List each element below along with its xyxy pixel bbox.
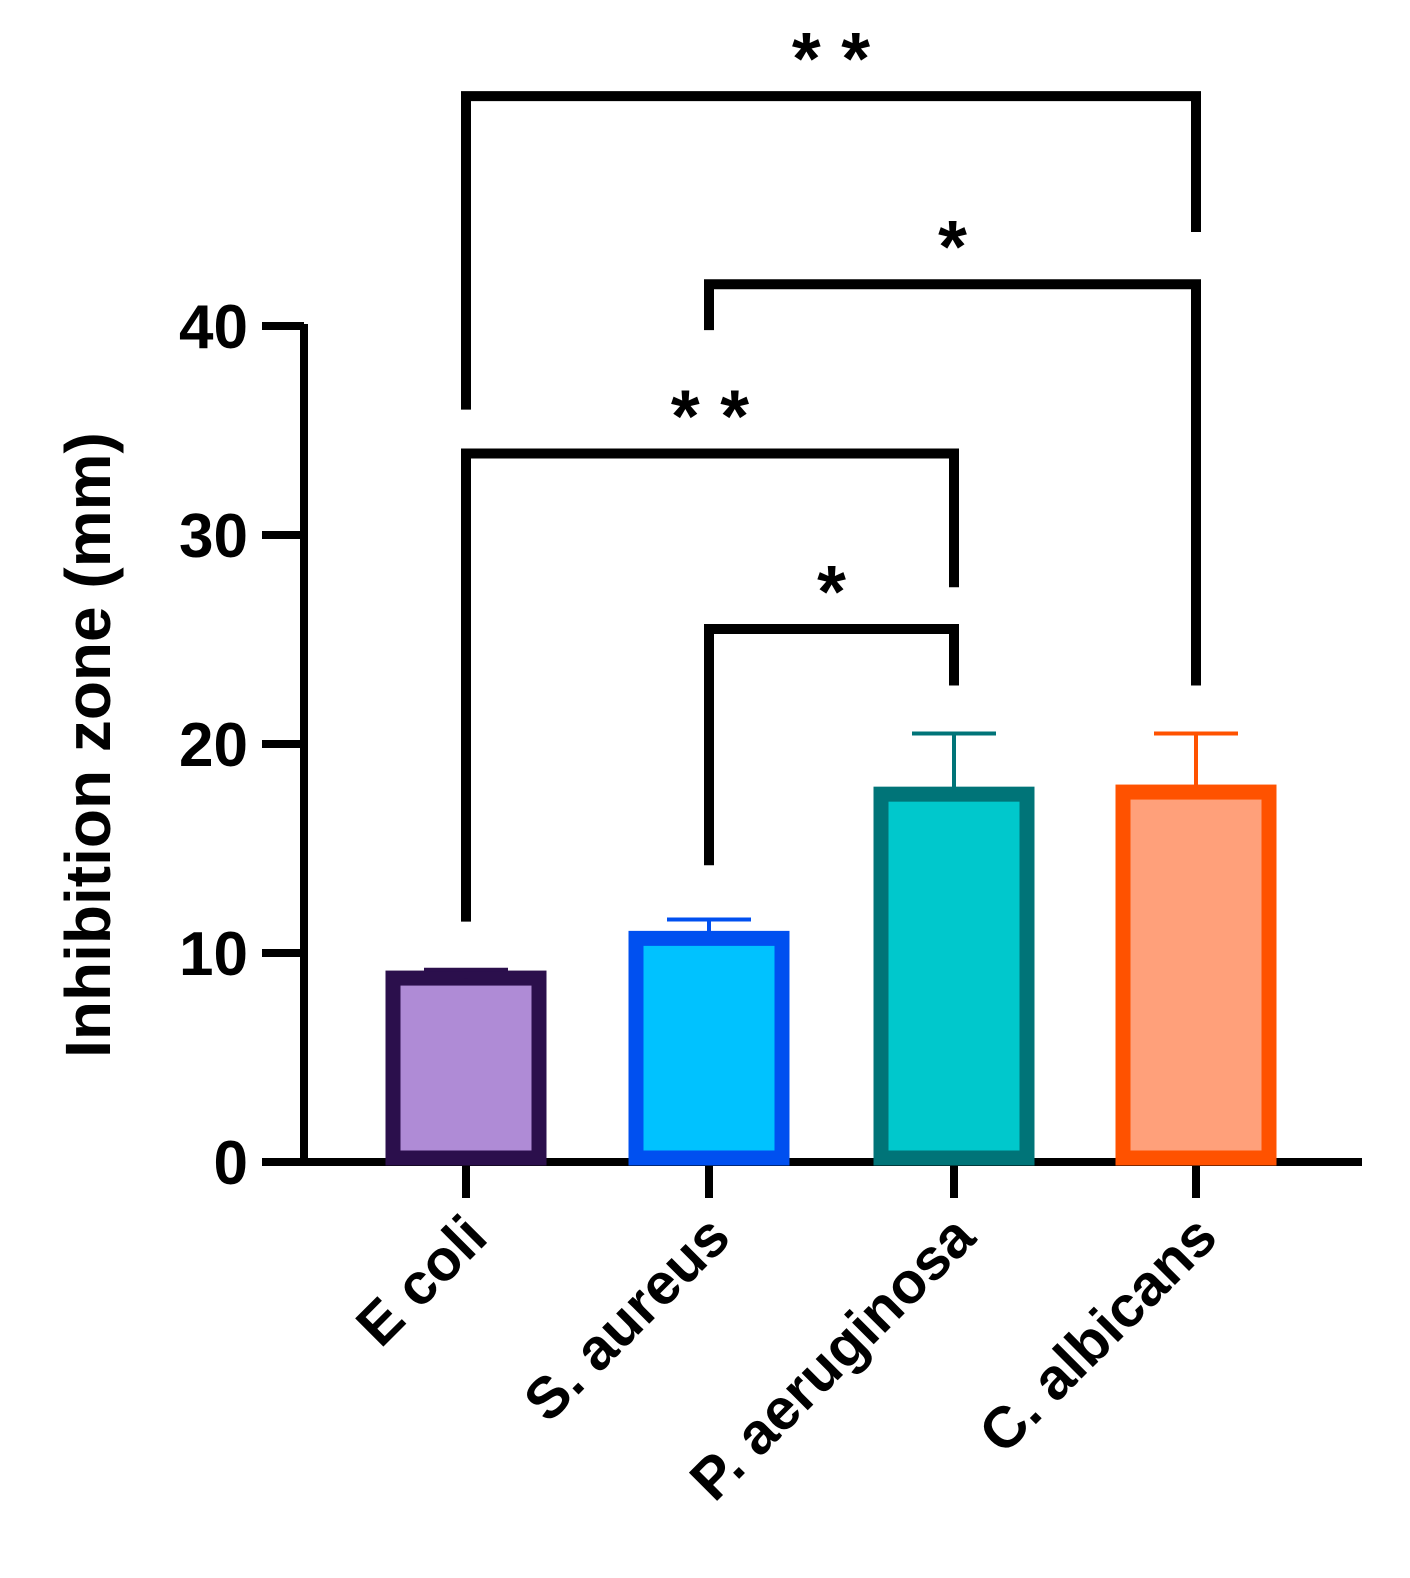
bar-1 [628, 930, 790, 1166]
bar-2 [873, 786, 1035, 1166]
y-tick-label-10: 10 [179, 920, 248, 989]
significance-bracket-0 [461, 91, 1201, 410]
significance-bracket-2 [461, 448, 959, 922]
bar-0 [385, 970, 547, 1166]
y-tick-label-40: 40 [179, 293, 248, 362]
bar-3 [1115, 784, 1277, 1166]
significance-label-1: * [938, 205, 967, 288]
y-tick-label-30: 30 [179, 502, 248, 571]
bars [385, 731, 1277, 1166]
significance-label-2: * * [671, 374, 749, 457]
category-label-0: E coli [344, 1203, 499, 1358]
y-tick-label-0: 0 [214, 1129, 248, 1198]
y-axis-title: Inhibition zone (mm) [52, 432, 124, 1058]
significance-label-0: * * [792, 17, 870, 100]
significance-brackets: * * * * * * [461, 17, 1201, 922]
y-tick-label-20: 20 [179, 711, 248, 780]
category-label-1: S. aureus [512, 1203, 743, 1434]
significance-bracket-1 [704, 279, 1201, 686]
significance-bracket-3 [704, 624, 959, 866]
category-label-3: C. albicans [967, 1203, 1230, 1466]
significance-label-3: * [817, 550, 846, 633]
